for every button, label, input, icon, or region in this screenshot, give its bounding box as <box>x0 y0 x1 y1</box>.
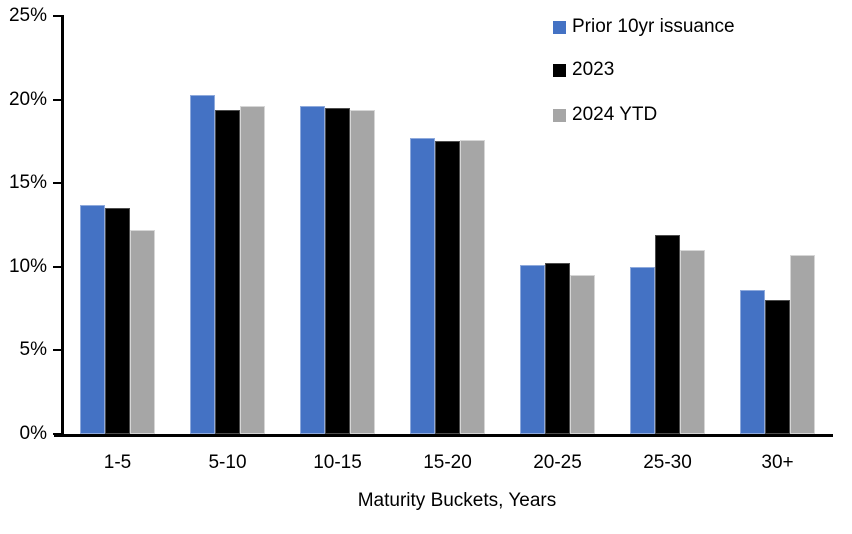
y-axis-label-25: 25% <box>8 5 47 26</box>
legend-swatch-2024-ytd <box>553 108 566 122</box>
legend-label-prior-10yr-issuance: Prior 10yr issuance <box>572 16 735 37</box>
bar-2023-10-15 <box>325 108 350 434</box>
legend-item-2024-ytd: 2024 YTD <box>553 105 657 125</box>
y-axis-tick-0 <box>53 433 62 435</box>
y-axis-label-5: 5% <box>19 339 47 361</box>
bar-2023-20-25 <box>545 263 570 434</box>
x-axis-label-30: 30+ <box>761 452 794 473</box>
bar-2024-ytd-25-30 <box>680 250 705 434</box>
y-axis-tick-25 <box>53 15 62 17</box>
bar-2024-ytd-20-25 <box>570 275 595 434</box>
y-axis-label-0: 0% <box>19 423 47 444</box>
bar-2023-1-5 <box>105 208 130 434</box>
legend-swatch-2023 <box>553 63 566 77</box>
bar-2024-ytd-30 <box>790 255 815 434</box>
bar-prior-10yr-issuance-25-30 <box>630 267 655 434</box>
x-axis-label-10-15: 10-15 <box>313 452 362 473</box>
legend-swatch-prior-10yr-issuance <box>553 20 566 34</box>
bar-prior-10yr-issuance-10-15 <box>300 106 325 434</box>
x-axis-title: Maturity Buckets, Years <box>357 490 557 511</box>
bar-prior-10yr-issuance-20-25 <box>520 265 545 434</box>
bar-2024-ytd-15-20 <box>460 140 485 434</box>
bar-2023-15-20 <box>435 141 460 434</box>
bar-2024-ytd-10-15 <box>350 110 375 434</box>
x-axis-line <box>54 434 833 437</box>
bar-prior-10yr-issuance-1-5 <box>80 205 105 434</box>
legend-label-2023: 2023 <box>572 59 615 80</box>
y-axis-label-10: 10% <box>8 255 47 277</box>
x-axis-label-5-10: 5-10 <box>208 452 247 473</box>
y-axis-tick-10 <box>53 265 62 268</box>
y-axis-tick-15 <box>53 182 62 185</box>
bar-2023-30 <box>765 300 790 434</box>
legend-item-2023: 2023 <box>553 60 614 80</box>
x-axis-label-1-5: 1-5 <box>103 452 132 473</box>
y-axis-tick-5 <box>53 349 62 352</box>
bar-2024-ytd-5-10 <box>240 106 265 434</box>
y-axis-label-20: 20% <box>8 88 47 110</box>
bar-prior-10yr-issuance-15-20 <box>410 138 435 434</box>
x-axis-label-25-30: 25-30 <box>643 452 692 473</box>
x-axis-label-15-20: 15-20 <box>423 452 472 473</box>
y-axis-tick-20 <box>53 98 62 101</box>
x-axis-label-20-25: 20-25 <box>533 452 582 473</box>
legend-item-prior-10yr-issuance: Prior 10yr issuance <box>553 17 735 37</box>
bar-prior-10yr-issuance-30 <box>740 290 765 434</box>
y-axis-label-15: 15% <box>8 172 47 194</box>
legend-label-2024-ytd: 2024 YTD <box>572 104 658 125</box>
y-axis-line <box>61 15 64 437</box>
bar-2024-ytd-1-5 <box>130 230 155 434</box>
bar-2023-25-30 <box>655 235 680 434</box>
bar-prior-10yr-issuance-5-10 <box>190 95 215 434</box>
bar-2023-5-10 <box>215 110 240 434</box>
